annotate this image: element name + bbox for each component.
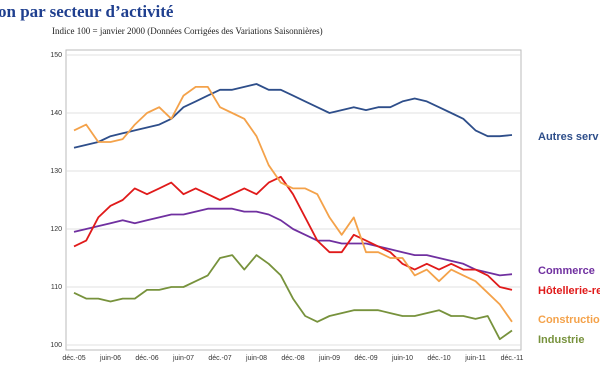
- legend-label: Autres serv: [538, 131, 599, 143]
- legend-label: Commerce: [538, 265, 595, 277]
- y-tick-label: 120: [50, 226, 62, 233]
- x-tick-label: déc.-05: [62, 355, 85, 362]
- x-tick-label: déc.-10: [427, 355, 450, 362]
- y-tick-label: 140: [50, 110, 62, 117]
- x-tick-label: juin-11: [464, 355, 486, 362]
- x-tick-label: juin-07: [172, 355, 194, 362]
- x-tick-label: juin-09: [318, 355, 340, 362]
- plot-frame: [65, 49, 522, 351]
- x-tick-label: déc.-08: [281, 355, 304, 362]
- x-tick-label: déc.-07: [208, 355, 231, 362]
- y-tick-label: 110: [51, 284, 62, 291]
- legend-label: Industrie: [538, 334, 584, 346]
- x-tick-label: déc.-11: [501, 355, 524, 362]
- y-tick-label: 150: [50, 52, 62, 59]
- series-line: [73, 83, 513, 149]
- chart-subtitle: Indice 100 = janvier 2000 (Données Corri…: [52, 26, 323, 36]
- y-tick-label: 130: [50, 168, 62, 175]
- y-tick-label: 100: [50, 342, 62, 349]
- series-line: [73, 86, 513, 323]
- series-line: [73, 175, 513, 291]
- x-tick-label: juin-06: [99, 355, 121, 362]
- legend-label: Hôtellerie-re: [538, 285, 600, 297]
- series-line: [73, 207, 513, 277]
- legend-label: Construction: [538, 314, 600, 326]
- x-tick-label: déc.-09: [354, 355, 377, 362]
- chart-title: on par secteur d’activité: [0, 2, 174, 21]
- x-tick-label: déc.-06: [135, 355, 158, 362]
- x-tick-label: juin-08: [245, 355, 267, 362]
- series-line: [73, 254, 513, 341]
- x-tick-label: juin-10: [391, 355, 413, 362]
